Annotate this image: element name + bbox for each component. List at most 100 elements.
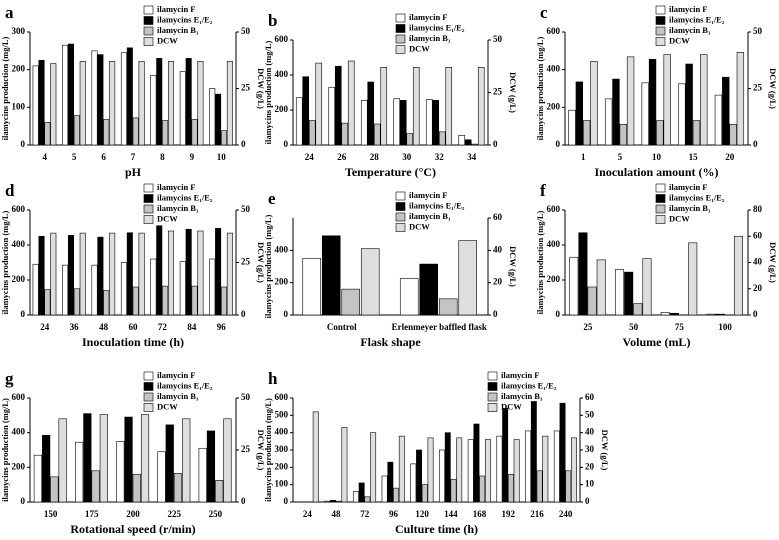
bar — [140, 414, 150, 503]
legend-label: ilamycin F — [669, 4, 707, 14]
legend-label: ilamycin B₁ — [409, 211, 451, 221]
bar — [736, 52, 745, 146]
bar — [542, 435, 549, 503]
x-tick-label: 200 — [126, 509, 140, 519]
legend-label: ilamycin F — [669, 182, 707, 192]
bar — [590, 61, 598, 146]
bar — [656, 120, 664, 146]
x-tick-label: 84 — [187, 322, 197, 332]
bar — [335, 500, 342, 503]
y2-tick-label: 40 — [753, 257, 763, 267]
y2-axis-label: DCW (g/L) — [768, 242, 778, 283]
bar — [156, 225, 163, 316]
legend-swatch — [655, 5, 666, 15]
y2-tick-label: 0 — [241, 496, 246, 506]
legend-swatch — [143, 392, 154, 402]
bar — [692, 120, 701, 146]
bar — [733, 235, 743, 316]
bar — [215, 93, 222, 146]
bar — [206, 430, 216, 503]
bar — [38, 235, 45, 316]
bar — [42, 434, 51, 503]
x-tick-label: 34 — [467, 152, 477, 162]
legend-label: ilamycin B₁ — [669, 25, 711, 35]
bar — [393, 98, 401, 146]
x-tick-label: 75 — [675, 322, 685, 332]
y2-tick-label: 0 — [241, 309, 246, 319]
y-tick-label: 600 — [12, 204, 26, 214]
bar — [398, 435, 405, 503]
bar — [685, 63, 693, 146]
y2-tick-label: 60 — [585, 392, 595, 402]
x-tick-label: 26 — [337, 152, 347, 162]
y2-tick-label: 50 — [241, 392, 251, 402]
bar — [399, 100, 407, 146]
legend-label: ilamycins E₁/E₂ — [157, 14, 213, 24]
legend-swatch — [143, 37, 154, 46]
bar — [582, 120, 591, 146]
bar — [536, 470, 543, 503]
y2-axis-label: DCW (g/L) — [508, 246, 518, 287]
x-axis-label: Flask shape — [360, 335, 421, 349]
bar — [370, 432, 377, 503]
x-tick-label: 72 — [158, 322, 168, 332]
x-tick-label: 8 — [160, 152, 165, 162]
bar — [75, 441, 84, 503]
bar — [559, 402, 566, 503]
bar — [62, 44, 69, 146]
bar — [380, 67, 388, 146]
y2-tick-label: 25 — [753, 83, 763, 93]
y2-axis-label: DCW (g/L) — [768, 68, 778, 109]
x-tick-label: 5 — [618, 152, 623, 162]
x-tick-label: 9 — [190, 152, 195, 162]
legend-label: ilamycin B₁ — [157, 25, 199, 35]
panel-label: g — [5, 369, 14, 388]
panel-label: a — [5, 3, 14, 22]
bar — [226, 61, 233, 146]
bar — [706, 313, 716, 316]
x-axis-label: Volume (mL) — [623, 335, 691, 349]
legend-label: ilamycins E₁/E₂ — [157, 192, 213, 202]
bar — [179, 71, 186, 146]
y2-tick-label: 25 — [493, 87, 503, 97]
bar — [450, 479, 457, 503]
bar — [79, 232, 86, 316]
x-tick-label: 36 — [70, 322, 80, 332]
bar — [209, 258, 216, 316]
legend-swatch — [655, 183, 666, 193]
y2-tick-label: 0 — [493, 139, 498, 149]
y-axis-label: ilamycins production (mg/L) — [263, 40, 273, 144]
y-tick-label: 400 — [275, 244, 289, 254]
bar — [458, 240, 477, 316]
x-tick-label: 250 — [209, 509, 223, 519]
bar — [50, 232, 57, 316]
legend-swatch — [395, 212, 406, 222]
x-tick-label: 5 — [72, 152, 77, 162]
y2-tick-label: 25 — [241, 257, 251, 267]
bar — [700, 54, 708, 146]
y-axis-label: ilamycins production (mg/L) — [535, 210, 545, 314]
x-axis-label: pH — [125, 165, 142, 179]
bar — [162, 285, 169, 316]
bar — [165, 424, 174, 503]
y2-axis-label: DCW (g/L) — [256, 68, 266, 109]
legend-swatch — [143, 204, 154, 214]
bar — [156, 58, 163, 146]
y-tick-label: 600 — [275, 34, 289, 44]
bar — [642, 258, 652, 316]
bar — [439, 449, 445, 503]
y2-tick-label: 0 — [493, 309, 498, 319]
y-tick-label: 400 — [275, 69, 289, 79]
panel-label: b — [268, 11, 277, 30]
legend-label: ilamycins E₁/E₂ — [409, 200, 465, 210]
legend-label: DCW — [157, 213, 178, 223]
bar — [467, 439, 474, 503]
y2-tick-label: 10 — [585, 479, 595, 489]
bar — [612, 78, 620, 146]
bar — [215, 480, 224, 503]
x-tick-label: 1 — [581, 152, 586, 162]
y-tick-label: 600 — [275, 392, 289, 402]
bar — [410, 463, 417, 503]
y-tick-label: 200 — [275, 277, 289, 287]
bar — [334, 65, 342, 146]
